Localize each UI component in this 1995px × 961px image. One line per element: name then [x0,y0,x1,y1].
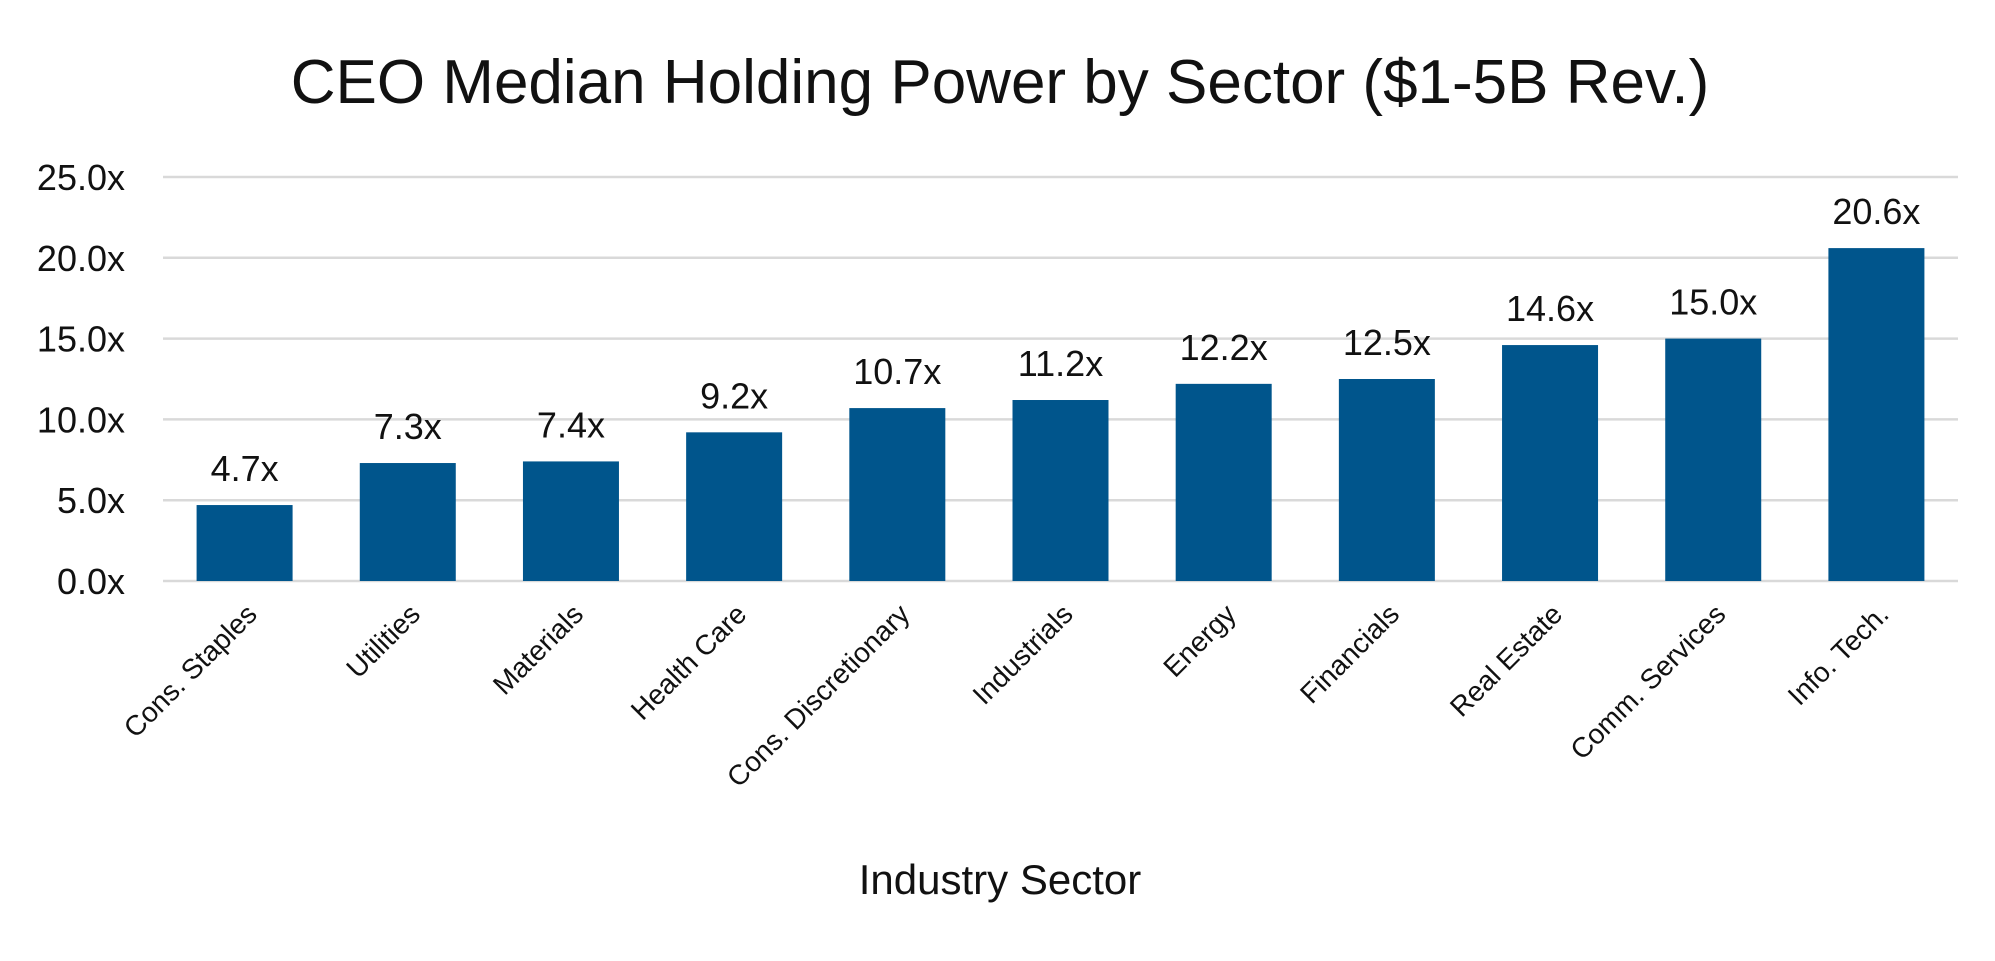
x-tick-label: Utilities [340,598,426,684]
data-label: 15.0x [1669,282,1757,323]
data-label: 4.7x [211,448,279,489]
data-label: 12.5x [1343,322,1431,363]
x-tick-label: Industrials [967,598,1079,710]
x-tick-label: Financials [1294,598,1405,709]
y-tick-label: 25.0x [37,157,125,198]
x-tick-label: Materials [487,598,589,700]
x-axis-ticks: Cons. Staples Utilities Materials Health Ca… [118,598,1895,793]
bar [1502,345,1599,581]
x-tick-label: Cons. Staples [118,598,263,743]
bar [1338,379,1435,581]
chart-title: CEO Median Holding Power by Sector ($1-5… [291,48,1710,117]
data-label: 9.2x [700,375,768,416]
data-label: 7.4x [537,404,605,445]
bars [196,248,1925,581]
y-tick-label: 5.0x [57,480,125,521]
y-axis-ticks: 0.0x 5.0x 10.0x 15.0x 20.0x 25.0x [37,157,125,602]
bar [849,408,946,581]
bar [1828,248,1925,581]
bar [196,505,293,581]
x-tick-label: Info. Tech. [1782,598,1895,711]
y-tick-label: 10.0x [37,399,125,440]
x-tick-label: Health Care [625,598,753,726]
bar [1175,383,1272,581]
bar [522,461,619,581]
data-label: 10.7x [853,351,941,392]
data-label: 12.2x [1180,327,1268,368]
bar [1012,400,1109,581]
x-tick-label: Real Estate [1444,598,1568,722]
y-tick-label: 20.0x [37,238,125,279]
x-tick-label: Energy [1157,598,1242,683]
data-label: 14.6x [1506,288,1594,329]
x-axis-title: Industry Sector [859,856,1141,903]
bar [686,432,783,581]
data-label: 20.6x [1832,191,1920,232]
y-tick-label: 15.0x [37,319,125,360]
data-label: 11.2x [1018,343,1103,384]
bar [1665,338,1762,581]
x-tick-label: Cons. Discretionary [721,598,916,793]
data-labels: 4.7x 7.3x 7.4x 9.2x 10.7x 11.2x 12.2x 12.5x 14.6… [211,191,1921,489]
x-tick-label: Comm. Services [1564,598,1731,765]
bar [359,463,456,581]
y-tick-label: 0.0x [57,561,125,602]
data-label: 7.3x [374,406,442,447]
